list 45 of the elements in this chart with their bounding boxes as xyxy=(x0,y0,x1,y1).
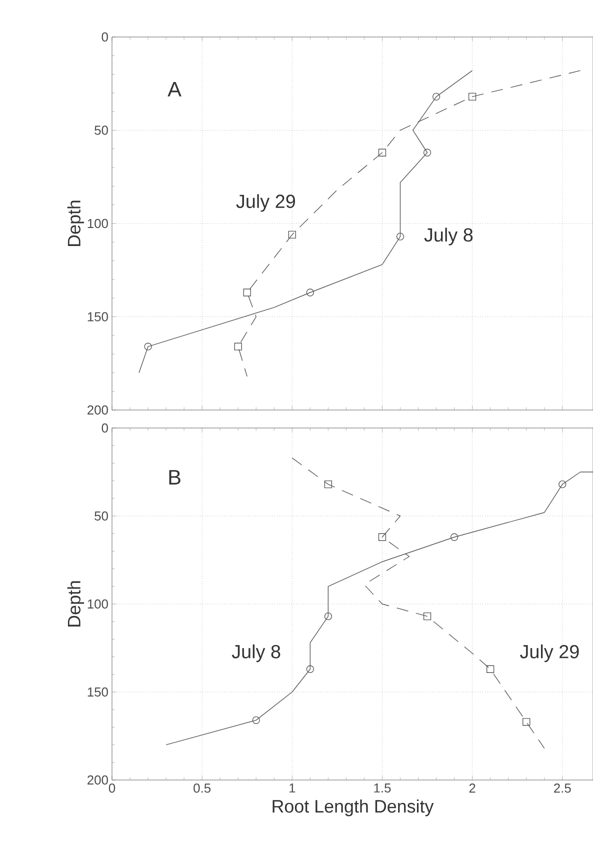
x-axis-title: Root Length Density xyxy=(272,800,434,816)
x-tick-label: 0.5 xyxy=(194,784,211,793)
annotation: A xyxy=(168,82,182,96)
point xyxy=(432,92,440,101)
y-tick-label: 0 xyxy=(102,423,108,433)
point xyxy=(468,92,476,101)
point xyxy=(324,612,332,620)
point xyxy=(423,148,432,156)
y-tick-label: 200 xyxy=(88,405,108,415)
y-tick-label: 100 xyxy=(88,218,108,228)
point xyxy=(243,288,251,296)
point xyxy=(378,533,386,541)
x-tick-label: 2 xyxy=(469,784,476,793)
point xyxy=(378,148,386,156)
point xyxy=(288,230,296,239)
y-tick-label: 50 xyxy=(94,126,108,135)
annotation: July 8 xyxy=(232,644,280,662)
point xyxy=(450,533,458,541)
point xyxy=(252,716,260,724)
y-tick-label: 50 xyxy=(94,511,108,521)
x-tick-label: 1 xyxy=(290,784,296,792)
y-tick-label: 150 xyxy=(88,687,108,697)
annotation: July 29 xyxy=(520,644,579,662)
point xyxy=(306,665,314,673)
y-tick-label: 0 xyxy=(102,32,108,42)
point xyxy=(522,718,530,726)
y-axis-title: Depth xyxy=(67,200,84,246)
point xyxy=(234,342,242,350)
point xyxy=(144,342,152,350)
annotation: July 8 xyxy=(424,228,473,246)
point xyxy=(306,288,314,296)
y-tick-label: 200 xyxy=(88,775,108,785)
y-tick-label: 100 xyxy=(88,599,108,609)
point xyxy=(558,480,566,488)
x-tick-label: 0 xyxy=(108,784,116,793)
annotation: B xyxy=(169,470,180,484)
point xyxy=(396,232,404,240)
annotation: July 29 xyxy=(236,194,295,212)
y-axis-title: Depth xyxy=(67,581,84,626)
x-tick-label: 1.5 xyxy=(374,784,391,793)
point xyxy=(423,612,432,620)
point xyxy=(486,665,494,673)
x-tick-label: 2.5 xyxy=(554,784,571,793)
point xyxy=(324,480,332,488)
y-tick-label: 150 xyxy=(88,312,108,322)
